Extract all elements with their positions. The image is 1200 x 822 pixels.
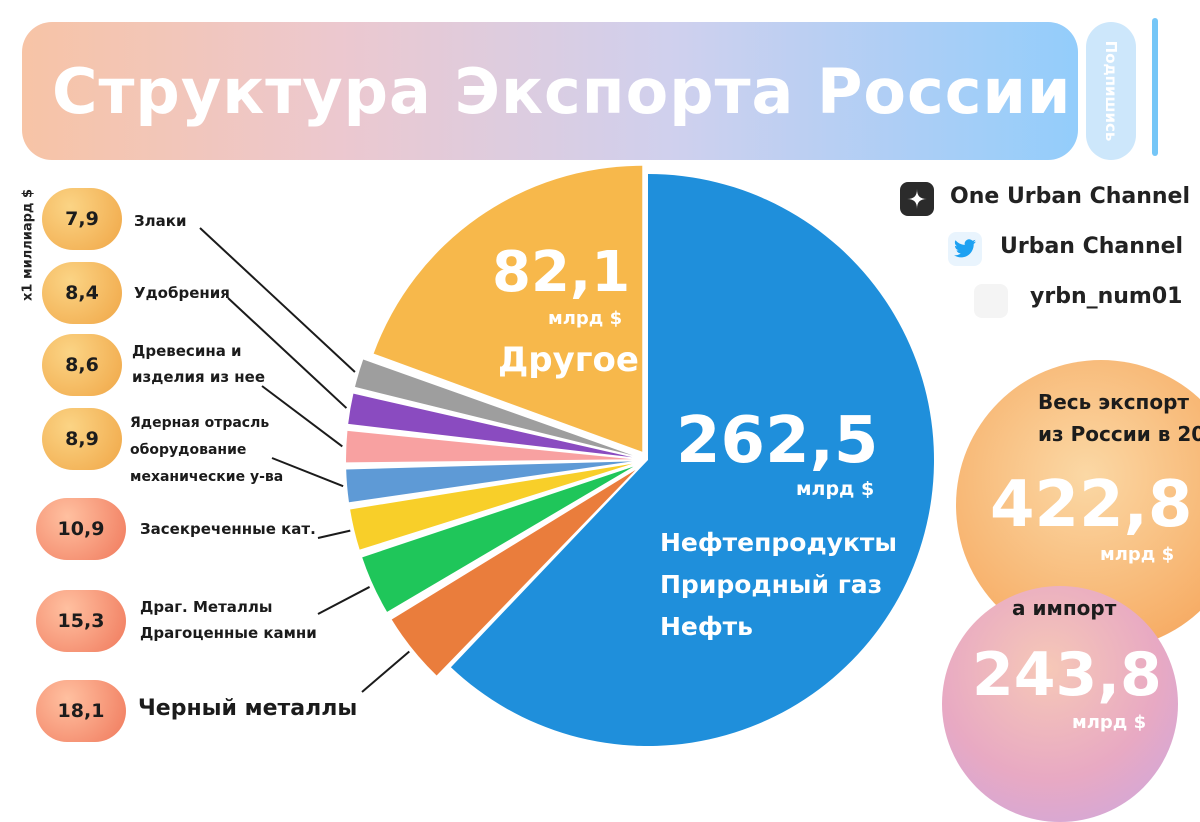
leader-line-grains: [199, 227, 356, 373]
badge-grains: 7,9: [42, 188, 122, 250]
twitter-bird-shape: [954, 239, 976, 258]
brand-twitter[interactable]: Urban Channel: [1000, 234, 1184, 259]
leader-line-classified: [317, 529, 351, 539]
label-grains: Злаки: [134, 208, 186, 234]
import-unit: млрд $: [1072, 712, 1147, 733]
badge-fertilizers: 8,4: [42, 262, 122, 324]
export-caption: Весь экспорт из России в 2019: [1038, 386, 1200, 450]
page-title: Структура Экспорта России: [52, 55, 1072, 128]
pie-slices: [346, 165, 934, 746]
brand-zen[interactable]: One Urban Channel: [950, 184, 1191, 209]
leader-lines: [199, 227, 410, 693]
label-black-metals: Черный металлы: [138, 696, 357, 722]
label-wood: Древесина и изделия из нее: [132, 338, 265, 390]
pie-slice-fertilizers: [348, 393, 633, 458]
oil-gas-label-line-3: Нефть: [660, 612, 753, 641]
twitter-icon[interactable]: [948, 232, 982, 266]
zen-star-shape: [907, 189, 927, 209]
export-value: 422,8: [990, 468, 1193, 542]
label-precious: Драг. Металлы Драгоценные камни: [140, 594, 317, 646]
label-nuclear-line-3: механические у-ва: [130, 469, 284, 485]
oil-gas-value: 262,5: [676, 404, 879, 478]
leader-line-nuclear: [271, 457, 344, 488]
leader-line-black-metals: [361, 650, 410, 693]
other-label: Другое: [498, 340, 639, 380]
import-value: 243,8: [972, 640, 1162, 710]
pie-slice-precious: [362, 466, 634, 612]
badge-nuclear: 8,9: [42, 408, 122, 470]
pie-slice-wood: [346, 430, 633, 463]
badge-precious: 15,3: [36, 590, 126, 652]
other-value: 82,1: [492, 240, 631, 305]
label-wood-line-1: Древесина и: [132, 342, 242, 360]
export-unit: млрд $: [1100, 544, 1175, 565]
pie-slice-nuclear: [346, 461, 633, 503]
pie-slice-classified: [350, 463, 633, 550]
side-accent-bar: [1152, 18, 1158, 156]
other-unit: млрд $: [548, 308, 623, 329]
label-precious-line-1: Драг. Металлы: [140, 598, 273, 616]
pie-slice-oil-gas: [450, 174, 934, 746]
oil-gas-label: Нефтепродукты Природный газ Нефть: [660, 522, 897, 648]
label-classified-line-1: Засекреченные кат.: [140, 520, 316, 538]
export-caption-line-2: из России в 2019: [1038, 422, 1200, 446]
pie-slice-other: [373, 165, 643, 452]
label-nuclear-line-1: Ядерная отрасль: [130, 415, 270, 431]
oil-gas-label-line-2: Природный газ: [660, 570, 883, 599]
instagram-icon[interactable]: [974, 284, 1008, 318]
pie-slice-grains: [354, 359, 633, 456]
label-fertilizers: Удобрения: [134, 280, 230, 306]
pie-slice-black-metals: [391, 470, 636, 676]
badge-black-metals: 18,1: [36, 680, 126, 742]
label-nuclear-line-2: оборудование: [130, 442, 247, 458]
oil-gas-label-line-1: Нефтепродукты: [660, 528, 898, 557]
pie-chart: [199, 165, 934, 746]
brand-instagram[interactable]: yrbn_num01: [1030, 284, 1183, 309]
import-caption: а импорт: [1012, 596, 1117, 620]
leader-line-fertilizers: [227, 297, 348, 409]
label-classified: Засекреченные кат.: [140, 516, 316, 542]
label-grains-line-1: Злаки: [134, 212, 187, 230]
label-fertilizers-line-1: Удобрения: [134, 284, 230, 302]
badge-wood: 8,6: [42, 334, 122, 396]
oil-gas-unit: млрд $: [796, 478, 875, 500]
leader-line-wood: [261, 385, 343, 448]
badge-classified: 10,9: [36, 498, 126, 560]
label-precious-line-2: Драгоценные камни: [140, 624, 317, 642]
export-caption-line-1: Весь экспорт: [1038, 390, 1190, 414]
label-black-metals-line-1: Черный металлы: [138, 696, 358, 721]
title-banner: [22, 22, 1078, 160]
label-wood-line-2: изделия из нее: [132, 368, 266, 386]
label-nuclear: Ядерная отрасль оборудование механически…: [130, 410, 283, 491]
subscribe-button[interactable]: Подпишись: [1086, 22, 1136, 160]
zen-icon[interactable]: [900, 182, 934, 216]
leader-line-precious: [317, 586, 371, 615]
